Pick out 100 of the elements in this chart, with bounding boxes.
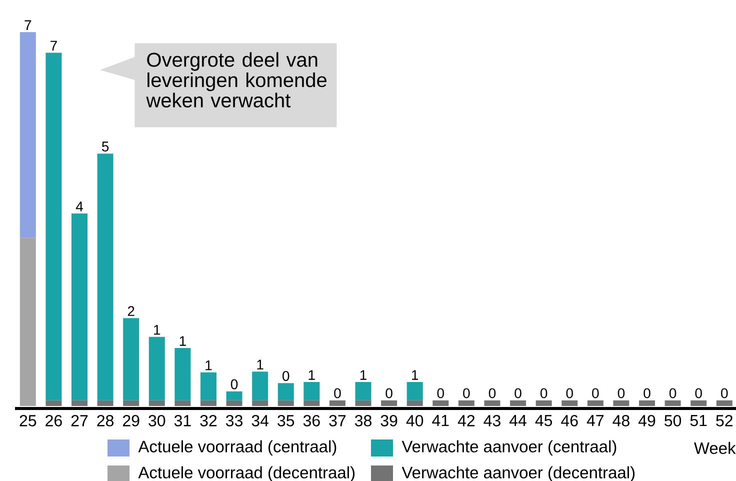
x-tick-label: 25: [20, 415, 36, 426]
annotation: 5: [102, 142, 109, 152]
x-tick-label: 40: [406, 415, 424, 426]
x-tick-label: 37: [329, 415, 346, 426]
annotation: 1: [412, 370, 418, 380]
x-tick-label: 46: [561, 415, 578, 426]
bar: [381, 400, 398, 406]
x-tick-label: 31: [174, 415, 191, 426]
annotation: 0: [540, 388, 548, 398]
annotation: 4: [76, 202, 83, 212]
annotation: 1: [206, 360, 212, 370]
x-tick-label: 41: [432, 415, 449, 426]
bar: [587, 400, 604, 406]
annotation: 0: [592, 388, 599, 398]
bar: [510, 400, 526, 406]
x-tick-label: 35: [278, 415, 294, 426]
bar: [329, 400, 346, 406]
bar: [148, 336, 165, 400]
annotation: 0: [514, 388, 522, 398]
annotation: 1: [257, 360, 264, 370]
annotation: 0: [282, 371, 290, 381]
annotation: 1: [360, 370, 366, 380]
annotation: 0: [463, 388, 470, 398]
bar: [690, 400, 707, 406]
bar: [252, 400, 268, 406]
x-tick-label: 49: [638, 415, 656, 426]
x-tick-label: 38: [354, 415, 372, 426]
annotation: 0: [618, 388, 625, 398]
x-tick-label: 33: [226, 415, 242, 426]
bar: [72, 213, 88, 400]
x-tick-label: 30: [148, 415, 166, 426]
bar: [716, 400, 732, 406]
bar: [123, 318, 140, 400]
annotation: 0: [644, 388, 650, 398]
bar: [200, 400, 216, 406]
bar: [226, 391, 242, 400]
legend-label: Verwachte aanvoer (centraal): [402, 440, 616, 456]
annotation: 7: [50, 40, 57, 50]
x-axis-title: Week: [694, 442, 736, 454]
bar: [46, 52, 62, 400]
annotation: 0: [488, 388, 496, 398]
annotation: 0: [721, 388, 728, 398]
bar: [432, 400, 449, 406]
bar: [304, 400, 320, 406]
x-tick-label: 34: [252, 415, 268, 426]
bar: [174, 400, 191, 406]
x-tick-label: 48: [612, 415, 630, 426]
bar: [200, 372, 216, 400]
bar: [304, 382, 320, 400]
x-tick-label: 50: [664, 415, 682, 426]
annotation: 1: [154, 324, 160, 335]
bar: [226, 400, 242, 406]
bar: [562, 400, 578, 406]
bar: [406, 382, 423, 400]
x-tick-label: 39: [380, 415, 398, 426]
bar: [46, 400, 62, 406]
annotation: 0: [695, 388, 702, 398]
x-tick-label: 51: [690, 415, 707, 426]
x-tick-label: 28: [97, 415, 114, 426]
bar: [148, 400, 165, 406]
x-tick-label: 43: [484, 415, 500, 426]
bar: [174, 348, 191, 400]
x-tick-label: 44: [509, 415, 526, 426]
bar: [97, 154, 114, 400]
bar: [123, 400, 140, 406]
annotation: 0: [334, 388, 341, 398]
x-tick-label: 32: [200, 415, 217, 426]
annotation: 2: [128, 306, 134, 316]
x-tick-label: 45: [535, 415, 552, 426]
bar: [278, 400, 294, 406]
bar: [406, 400, 423, 406]
bar: [20, 238, 36, 406]
annotation: 7: [24, 20, 32, 30]
annotation: 0: [669, 388, 676, 398]
annotation: 0: [566, 388, 573, 398]
bar: [536, 400, 552, 406]
bar: [252, 372, 268, 400]
bar: [613, 400, 630, 406]
bar: [458, 400, 474, 406]
bar: [355, 382, 372, 400]
bar: [72, 400, 88, 406]
bar: [278, 383, 294, 400]
bar: [639, 400, 655, 406]
x-tick-label: 52: [716, 415, 732, 426]
x-tick-label: 36: [303, 415, 320, 426]
annotation: 0: [437, 388, 444, 398]
legend-label: Actuele voorraad (centraal): [138, 440, 336, 456]
bar: [484, 400, 500, 406]
annotation: Overgrote deel van leveringen komende weken verwacht: [146, 52, 326, 108]
annotation: 0: [230, 379, 238, 390]
bar: [20, 32, 36, 238]
x-tick-label: 27: [71, 415, 88, 426]
bar: [97, 400, 114, 406]
bar: [355, 400, 372, 406]
annotation: 0: [386, 388, 392, 398]
x-tick-label: 47: [586, 415, 604, 426]
bar: [664, 400, 681, 406]
annotation: 1: [180, 336, 186, 346]
x-tick-label: 29: [122, 415, 140, 426]
annotation: 1: [308, 370, 315, 380]
